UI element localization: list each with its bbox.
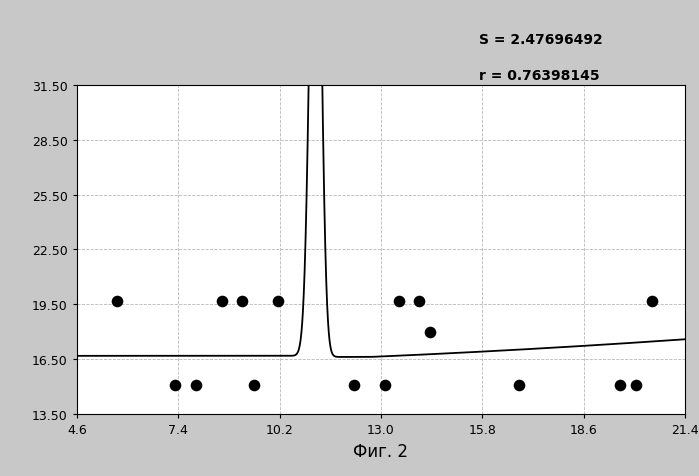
Point bbox=[272, 297, 283, 305]
Point bbox=[379, 381, 390, 389]
X-axis label: Фиг. 2: Фиг. 2 bbox=[354, 442, 408, 460]
Point bbox=[413, 297, 424, 305]
Point bbox=[111, 297, 122, 305]
Point bbox=[348, 381, 359, 389]
Point bbox=[169, 381, 180, 389]
Text: r = 0.76398145: r = 0.76398145 bbox=[479, 69, 600, 83]
Point bbox=[191, 381, 202, 389]
Text: S = 2.47696492: S = 2.47696492 bbox=[479, 33, 603, 47]
Point bbox=[630, 381, 642, 389]
Point bbox=[614, 381, 626, 389]
Point bbox=[216, 297, 227, 305]
Point bbox=[236, 297, 247, 305]
Point bbox=[513, 381, 524, 389]
Point bbox=[647, 297, 658, 305]
Point bbox=[424, 328, 435, 336]
Point bbox=[249, 381, 260, 389]
Point bbox=[394, 297, 405, 305]
